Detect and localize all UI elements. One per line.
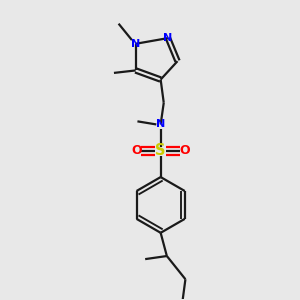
Text: S: S: [155, 143, 166, 158]
Text: N: N: [156, 119, 165, 129]
Text: N: N: [131, 39, 140, 49]
Text: O: O: [179, 144, 190, 157]
Text: O: O: [131, 144, 142, 157]
Text: N: N: [163, 33, 172, 43]
